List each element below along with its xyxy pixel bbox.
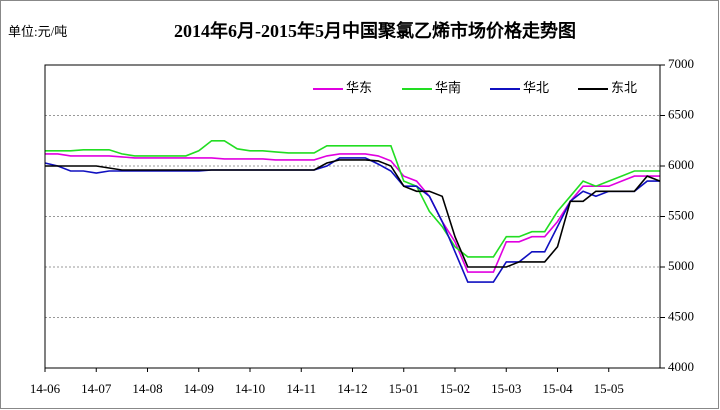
x-tick-label: 15-01	[389, 381, 419, 396]
legend-label: 华东	[346, 80, 372, 95]
x-tick-label: 14-06	[30, 381, 61, 396]
legend-label: 华北	[523, 80, 549, 95]
y-tick-label: 5500	[668, 207, 694, 222]
x-tick-label: 15-04	[542, 381, 573, 396]
y-tick-label: 6000	[668, 157, 694, 172]
x-tick-label: 15-02	[440, 381, 470, 396]
series-line	[45, 159, 661, 268]
y-tick-label: 4000	[668, 359, 694, 374]
y-tick-label: 7000	[668, 56, 694, 71]
y-tick-label: 6500	[668, 106, 694, 121]
series-line	[45, 153, 660, 273]
legend-label: 华南	[435, 80, 461, 95]
plot-border	[44, 64, 661, 369]
unit-label: 单位:元/吨	[8, 24, 67, 39]
chart-title: 2014年6月-2015年5月中国聚氯乙烯市场价格走势图	[174, 20, 576, 41]
y-tick-label: 4500	[668, 308, 694, 323]
x-tick-label: 14-09	[184, 381, 214, 396]
x-tick-label: 14-08	[132, 381, 162, 396]
x-tick-label: 14-10	[235, 381, 265, 396]
x-tick-label: 14-12	[337, 381, 367, 396]
y-tick-label: 5000	[668, 258, 694, 273]
x-tick-label: 15-03	[491, 381, 521, 396]
legend-label: 东北	[611, 80, 637, 95]
series-line	[45, 140, 660, 258]
x-tick-label: 14-07	[81, 381, 112, 396]
series-line	[44, 157, 660, 283]
x-tick-label: 15-05	[594, 381, 624, 396]
x-tick-label: 14-11	[286, 381, 316, 396]
